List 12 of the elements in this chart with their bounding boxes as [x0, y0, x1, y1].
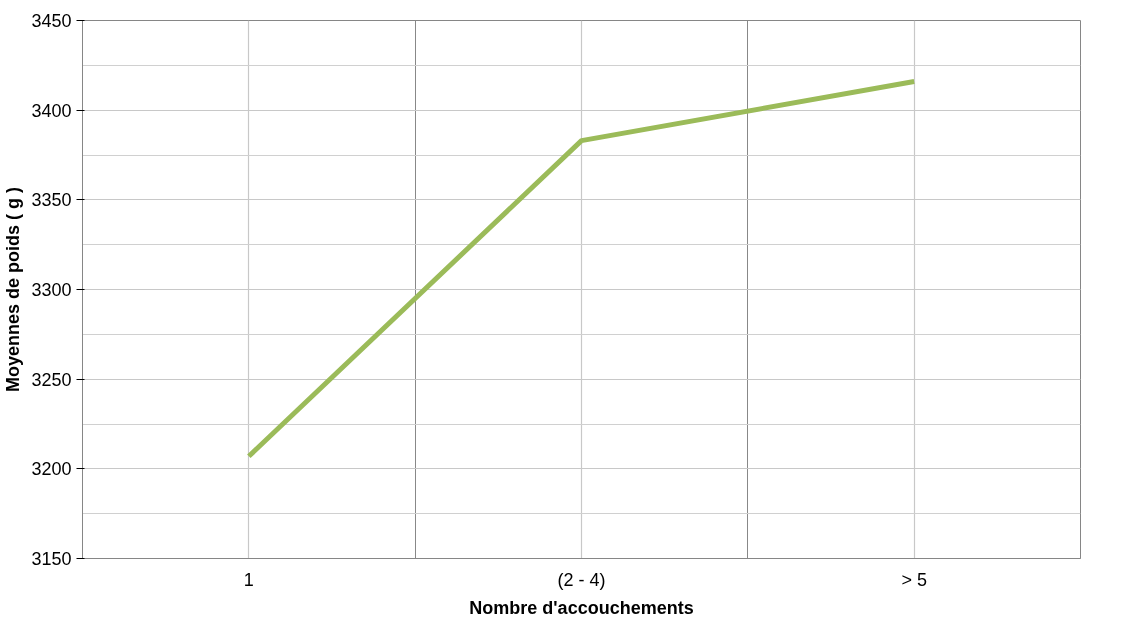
- x-tick-label: (2 - 4): [557, 569, 606, 590]
- y-tick-label: 3200: [31, 459, 72, 480]
- x-axis-title: Nombre d'accouchements: [469, 597, 694, 618]
- y-tick-label: 3350: [31, 190, 72, 211]
- y-tick-label: 3250: [31, 369, 72, 390]
- y-tick-label: 3400: [31, 100, 72, 121]
- y-tick-label: 3300: [31, 280, 72, 300]
- x-tick-label: 1: [243, 569, 254, 590]
- y-axis-title: Moyennes de poids ( g ): [3, 186, 24, 393]
- y-tick-label: 3150: [31, 549, 72, 569]
- x-tick-label: > 5: [901, 569, 927, 590]
- y-tick-label: 3450: [31, 11, 72, 31]
